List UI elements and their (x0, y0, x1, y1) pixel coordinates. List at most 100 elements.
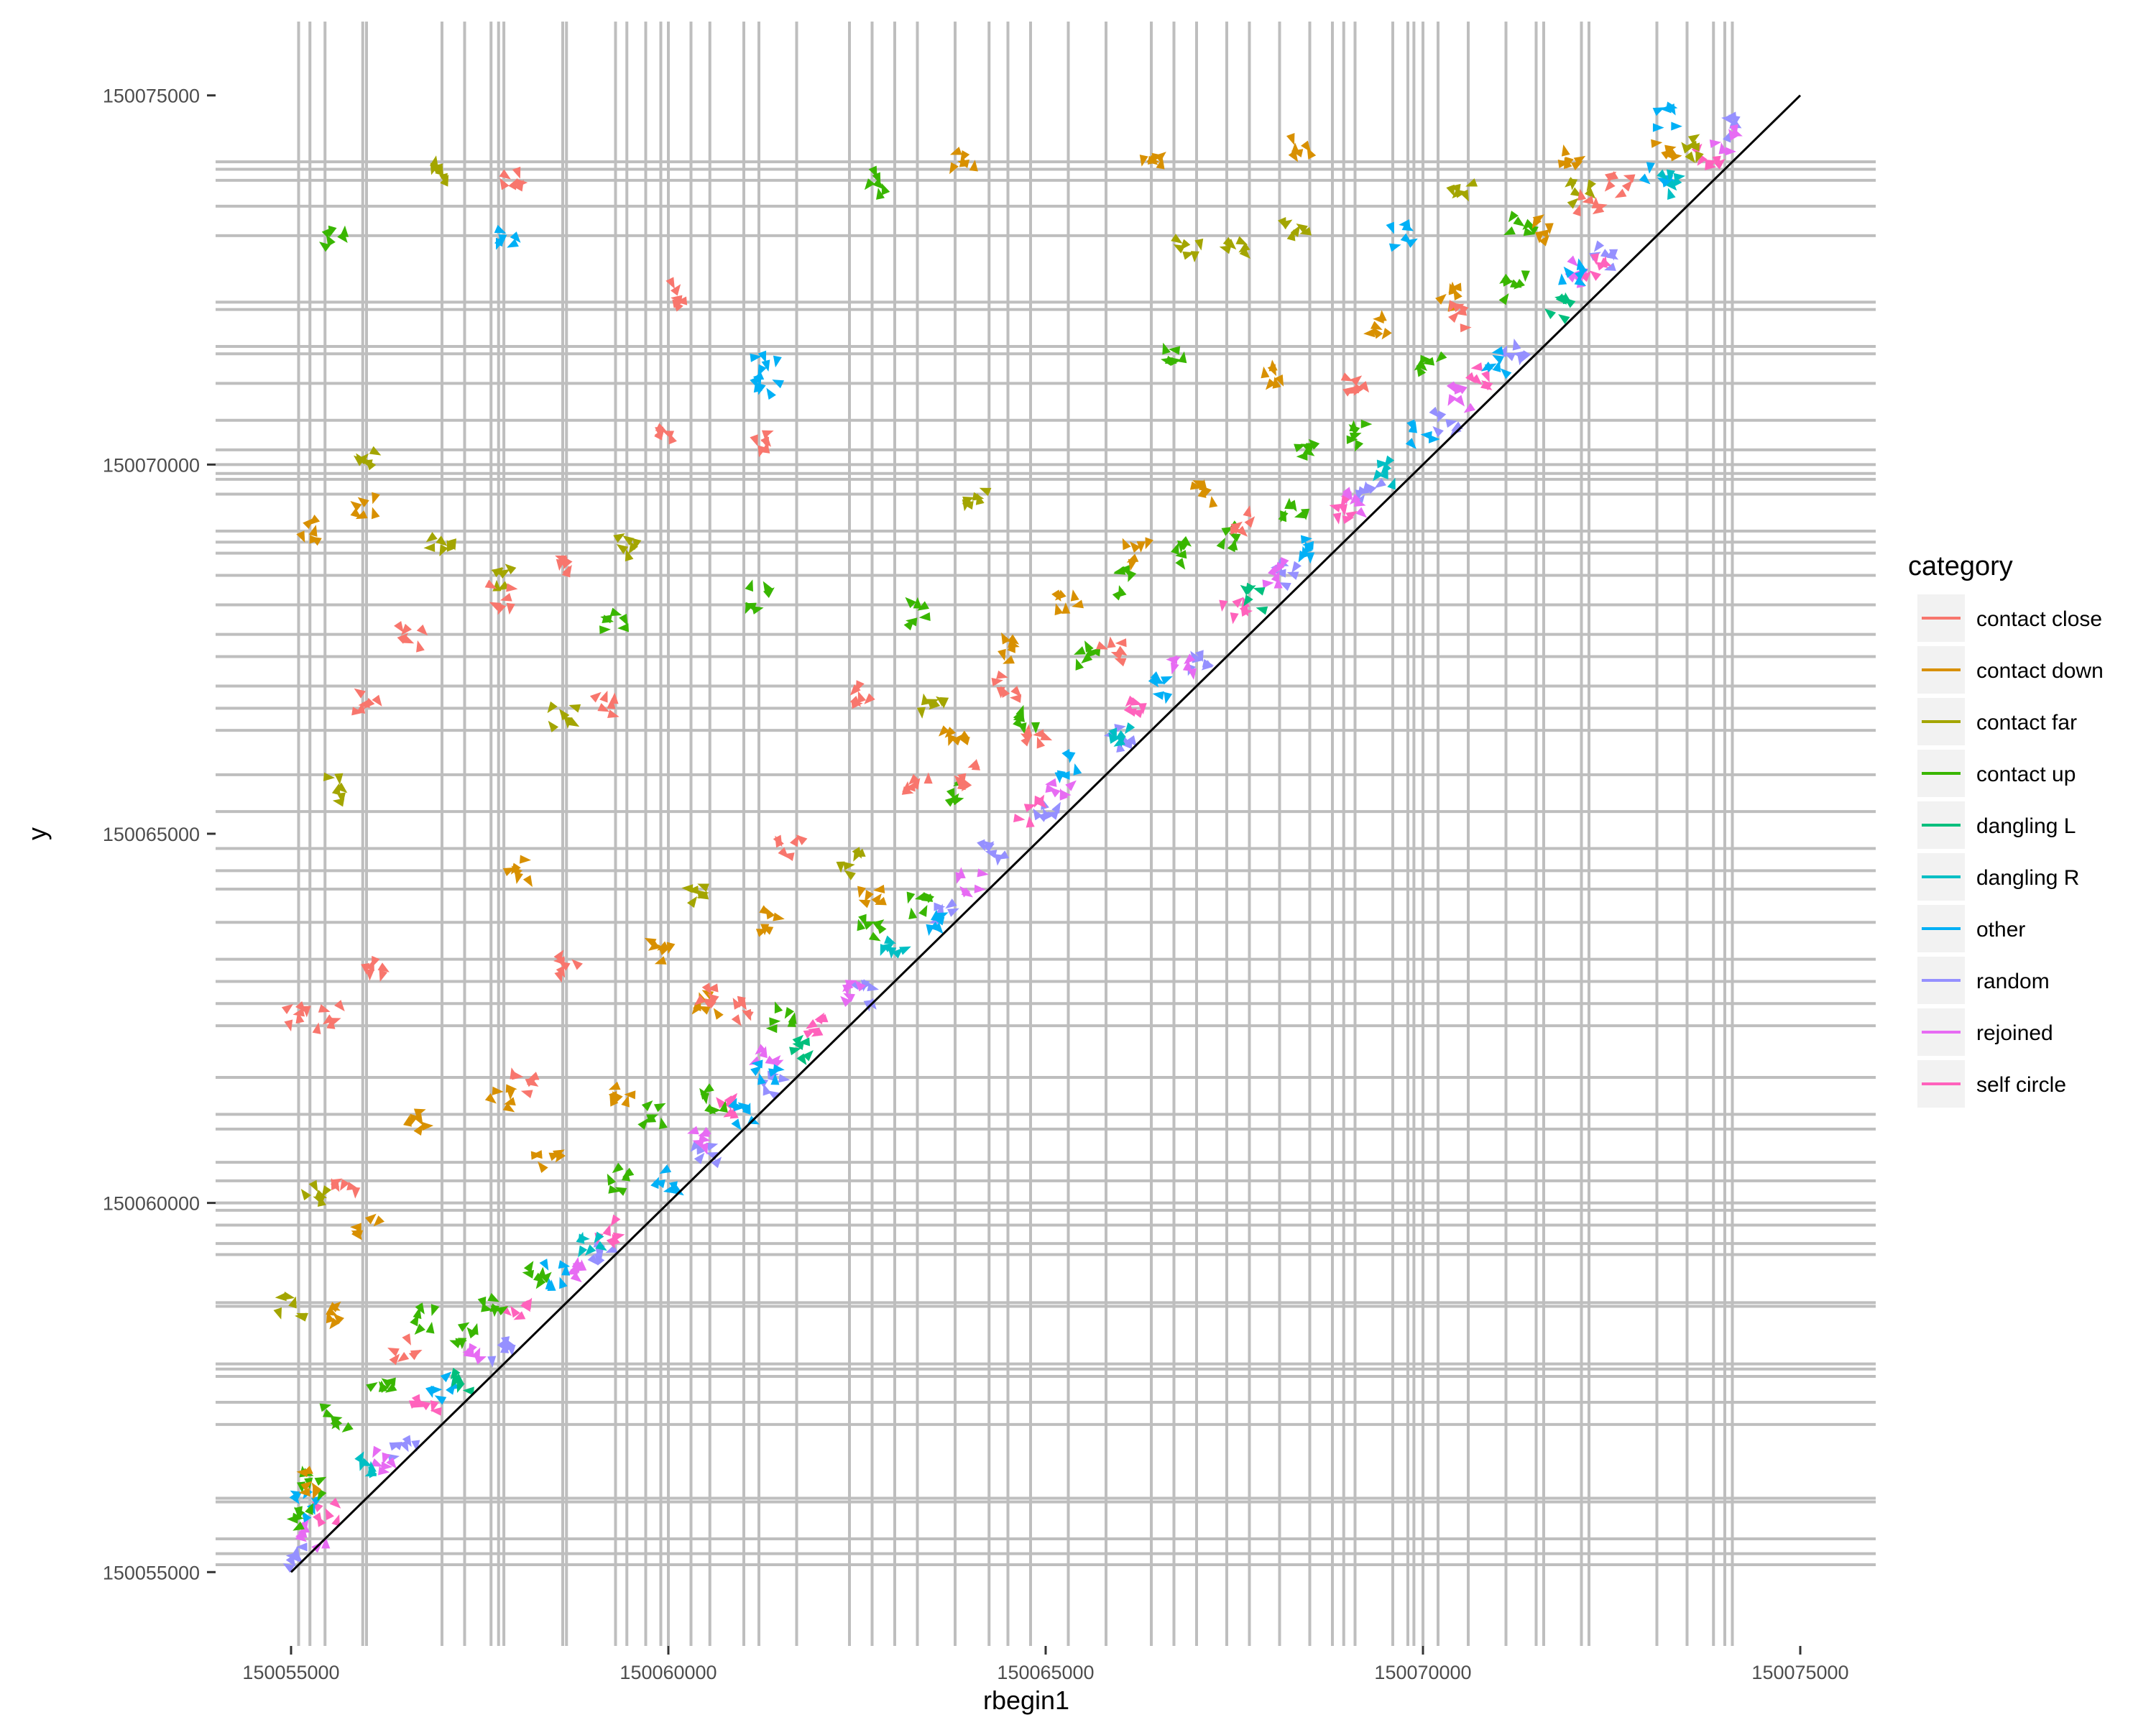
data-point (1405, 419, 1440, 449)
point-marker (414, 1323, 425, 1335)
point-marker (499, 169, 511, 180)
point-marker (1015, 704, 1024, 717)
point-marker (538, 1162, 548, 1174)
data-point (553, 949, 583, 983)
point-marker (1305, 443, 1314, 455)
point-marker (423, 543, 436, 553)
point-marker (314, 1476, 327, 1486)
point-marker (1435, 293, 1447, 305)
point-marker (425, 1322, 435, 1334)
point-marker (295, 1000, 306, 1013)
data-point (1446, 178, 1478, 202)
point-marker (938, 725, 950, 737)
point-marker (1286, 571, 1299, 580)
point-marker (1169, 356, 1182, 366)
y-axis-title: y (22, 827, 52, 840)
point-marker (1176, 540, 1189, 551)
legend-title: category (1908, 551, 2013, 581)
point-marker (340, 1179, 350, 1191)
point-marker (1180, 535, 1192, 547)
point-marker (1118, 585, 1127, 597)
point-marker (502, 867, 515, 876)
data-point (1230, 505, 1256, 537)
point-marker (1460, 323, 1472, 333)
point-marker (1558, 273, 1567, 285)
point-marker (330, 1418, 340, 1431)
point-marker (499, 178, 510, 190)
point-marker (1565, 177, 1577, 188)
point-marker (285, 1555, 296, 1568)
data-point (864, 165, 890, 200)
x-axis: 150055000 150060000 150065000 150070000 1500… (242, 1646, 1849, 1683)
point-marker (512, 166, 521, 179)
point-marker (608, 1184, 620, 1194)
data-point (690, 1140, 722, 1169)
point-marker (923, 772, 933, 784)
point-marker (1038, 811, 1050, 822)
point-marker (492, 1086, 504, 1095)
point-marker (876, 188, 885, 200)
point-marker (397, 1352, 410, 1362)
data-point (1446, 381, 1475, 413)
point-marker (952, 734, 963, 746)
point-marker (1003, 655, 1015, 664)
data-point (613, 533, 642, 562)
x-tick-label: 150070000 (1374, 1662, 1471, 1683)
point-marker (1294, 443, 1306, 453)
point-marker (709, 1105, 722, 1115)
point-marker (527, 1072, 540, 1080)
x-tick-label: 150060000 (619, 1662, 717, 1683)
point-marker (368, 1466, 377, 1478)
point-marker (1273, 576, 1283, 589)
point-marker (1422, 356, 1435, 366)
point-marker (321, 1537, 331, 1549)
point-marker (382, 1452, 391, 1465)
point-marker (763, 1083, 772, 1096)
point-marker (1522, 218, 1534, 230)
point-marker (1306, 552, 1315, 564)
point-marker (613, 533, 625, 543)
point-marker (1666, 179, 1677, 191)
point-marker (910, 778, 921, 790)
point-marker (323, 1014, 335, 1025)
point-marker (852, 847, 862, 859)
point-marker (317, 1195, 326, 1207)
data-point (880, 935, 911, 959)
point-marker (1639, 173, 1651, 185)
data-point (330, 1178, 361, 1199)
point-marker (506, 583, 518, 592)
data-point (1051, 589, 1084, 616)
data-point (1166, 653, 1197, 681)
point-marker (929, 699, 941, 710)
point-marker (998, 648, 1006, 661)
point-marker (1609, 249, 1618, 261)
point-marker (1278, 216, 1286, 229)
point-marker (1340, 372, 1353, 382)
point-marker (1243, 505, 1252, 518)
point-marker (413, 1113, 423, 1126)
point-marker (1000, 686, 1010, 698)
data-point (1262, 556, 1289, 589)
point-marker (975, 493, 985, 505)
point-marker (371, 1458, 383, 1467)
data-point (1373, 455, 1396, 490)
point-marker (888, 947, 897, 959)
point-marker (670, 284, 681, 296)
point-marker (284, 1019, 293, 1032)
point-marker (1262, 579, 1274, 589)
point-marker (672, 299, 684, 308)
point-marker (731, 1014, 742, 1026)
point-marker (796, 834, 808, 845)
point-marker (608, 1081, 621, 1090)
point-marker (1565, 157, 1574, 169)
data-point (487, 1336, 516, 1368)
point-marker (1023, 724, 1032, 736)
point-marker (390, 1442, 403, 1450)
point-marker (763, 581, 773, 593)
legend-entry: other (1917, 905, 2025, 952)
point-marker (881, 183, 890, 196)
point-marker (1299, 226, 1312, 236)
point-marker (563, 557, 573, 570)
point-marker (1146, 155, 1158, 165)
legend-entry: dangling L (1917, 801, 2076, 849)
